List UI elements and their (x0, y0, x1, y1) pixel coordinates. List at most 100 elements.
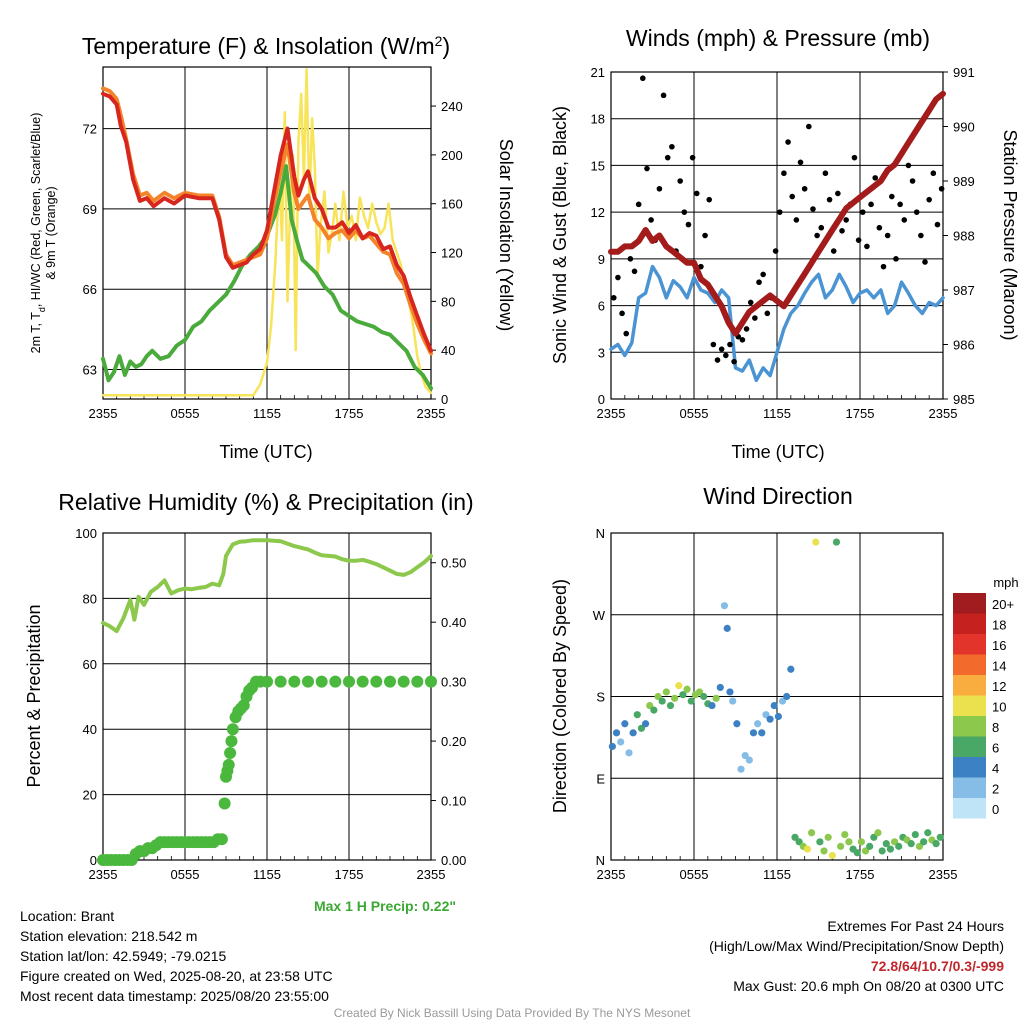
direction-point (886, 845, 895, 853)
gust-point (752, 315, 758, 321)
direction-point (754, 720, 762, 728)
legend-label: 20+ (992, 597, 1014, 612)
y2-tick-label: 0.50 (441, 556, 466, 571)
gust-point (814, 232, 820, 239)
direction-point (778, 697, 787, 705)
y-tick-label: 0 (598, 392, 605, 407)
direction-point (741, 751, 749, 760)
y-tick-label: 15 (591, 158, 605, 173)
y2-tick-label: 990 (953, 120, 975, 135)
x-tick-label: 1155 (763, 867, 791, 882)
location-text: Location: Brant (20, 908, 115, 924)
gust-point (714, 357, 721, 363)
legend-swatch (953, 777, 986, 798)
recent-data-text: Most recent data timestamp: 2025/08/20 2… (20, 988, 329, 1004)
direction-point (807, 829, 816, 837)
y-tick-label: S (596, 690, 605, 705)
precip-point (343, 675, 355, 688)
gust-point (859, 209, 866, 215)
gust-point (789, 193, 796, 200)
direction-point (824, 833, 832, 841)
legend-label: 4 (992, 761, 999, 776)
gust-point (640, 75, 646, 82)
gust-point (615, 274, 621, 281)
x-tick-label: 0555 (171, 867, 200, 882)
y2-tick-label: 0.20 (441, 734, 466, 749)
gust-point (930, 170, 937, 177)
precip-point (384, 675, 396, 688)
y2-tick-label: 0.10 (441, 794, 466, 809)
precip-point (397, 675, 410, 688)
gust-point (756, 279, 762, 286)
gust-point (706, 196, 713, 203)
humidity-panel: Relative Humidity (%) & Precipitation (i… (24, 489, 474, 914)
y-tick-label: 12 (591, 205, 605, 220)
direction-point (774, 712, 782, 721)
plot-frame (102, 532, 432, 861)
legend-label: 16 (992, 638, 1006, 653)
y-tick-label: 40 (83, 722, 97, 737)
gust-point (710, 341, 717, 348)
gust-point (764, 310, 771, 317)
pressure-line (608, 90, 946, 337)
legend-label: 12 (992, 679, 1006, 694)
direction-point (733, 720, 741, 728)
precip-point (356, 675, 369, 688)
gust-point (685, 221, 692, 228)
legend-swatch (953, 613, 986, 634)
y-tick-label: 66 (83, 282, 97, 297)
temperature-ylabel: 2m T, Td, HI/WC (Red, Green, Scarlet/Blu… (29, 113, 47, 354)
gust-point (905, 162, 912, 169)
wind-direction-ylabel: Direction (Colored By Speed) (550, 579, 570, 813)
gust-point (893, 256, 899, 262)
gust-point (693, 190, 700, 197)
legend-swatch (953, 695, 986, 716)
legend-label: 2 (992, 782, 999, 797)
gust-point (660, 92, 667, 99)
y-tick-label: 63 (83, 363, 97, 378)
y2-tick-label: 0.30 (441, 675, 466, 690)
x-tick-label: 0555 (680, 867, 709, 882)
direction-point (650, 706, 658, 714)
gust-point (913, 209, 920, 215)
precip-point (218, 797, 231, 810)
extremes-values: 72.8/64/10.7/0.3/-999 (870, 958, 1004, 974)
precip-point (225, 735, 238, 748)
gust-point (922, 259, 928, 265)
gust-point (793, 217, 800, 223)
direction-point (708, 701, 716, 710)
direction-point (795, 838, 803, 846)
gust-point (884, 232, 891, 239)
gust-point (656, 185, 663, 192)
y2-tick-label: 986 (953, 338, 975, 353)
humidity-ylabel: Percent & Precipitation (24, 604, 44, 787)
direction-point (654, 692, 662, 701)
direction-point (646, 701, 654, 710)
direction-point (720, 602, 729, 610)
winds-ylabel: Sonic Wind & Gust (Blue, Black) (550, 106, 570, 364)
x-tick-label: 2355 (417, 406, 446, 421)
plot-frame (610, 532, 944, 861)
x-tick-label: 2355 (929, 867, 958, 882)
y2-tick-label: 988 (953, 229, 975, 244)
direction-point (853, 849, 861, 857)
direction-point (841, 830, 849, 839)
direction-point (882, 840, 890, 848)
winds-panel: Winds (mph) & Pressure (mb) Time (UTC) S… (550, 25, 1020, 462)
gust-point (760, 271, 766, 278)
x-tick-label: 1155 (253, 406, 281, 421)
gust-point (839, 228, 845, 234)
precip-point (222, 758, 235, 771)
legend-label: 6 (992, 741, 999, 756)
x-tick-label: 0555 (680, 406, 709, 421)
gust-point (797, 159, 804, 166)
direction-point (816, 838, 824, 846)
precip-point (302, 675, 314, 688)
x-tick-label: 1155 (253, 867, 281, 882)
y2-tick-label: 0.00 (441, 853, 466, 868)
direction-point (687, 697, 695, 705)
legend-title: mph (993, 575, 1018, 590)
direction-point (866, 842, 874, 850)
rh-line (101, 538, 433, 634)
y2-tick-label: 989 (953, 174, 975, 189)
